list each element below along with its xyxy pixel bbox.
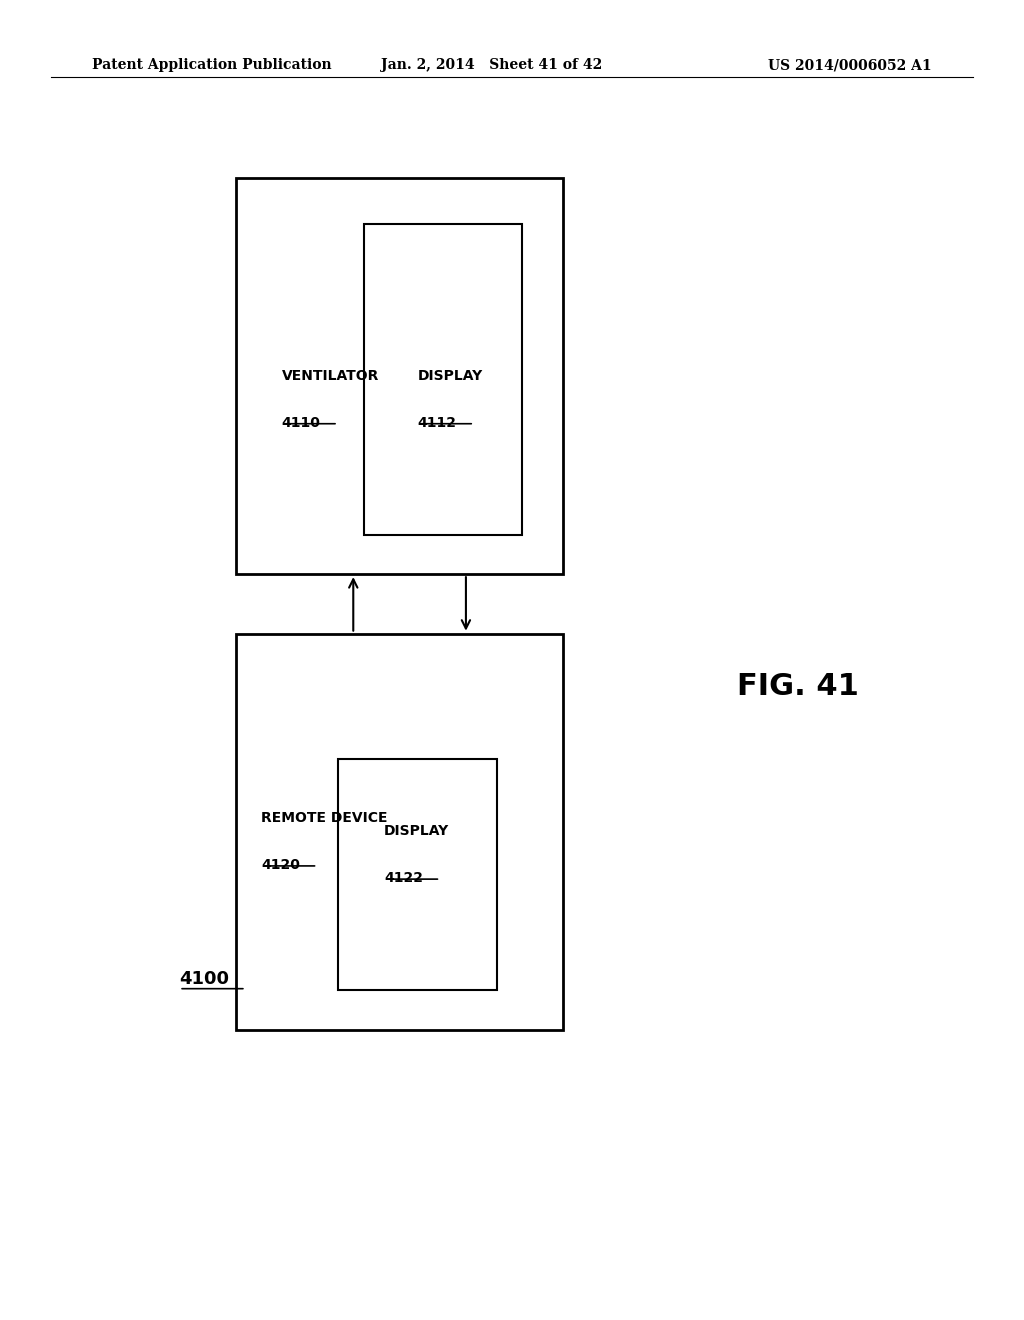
- FancyBboxPatch shape: [236, 178, 563, 574]
- FancyBboxPatch shape: [364, 224, 522, 535]
- Text: 4122: 4122: [384, 871, 423, 886]
- Text: Jan. 2, 2014   Sheet 41 of 42: Jan. 2, 2014 Sheet 41 of 42: [381, 58, 602, 73]
- Text: 4120: 4120: [261, 858, 300, 873]
- Text: FIG. 41: FIG. 41: [737, 672, 859, 701]
- Text: DISPLAY: DISPLAY: [384, 824, 450, 838]
- FancyBboxPatch shape: [338, 759, 497, 990]
- Text: US 2014/0006052 A1: US 2014/0006052 A1: [768, 58, 932, 73]
- Text: 4110: 4110: [282, 416, 321, 430]
- Text: Patent Application Publication: Patent Application Publication: [92, 58, 332, 73]
- Text: 4112: 4112: [418, 416, 457, 430]
- Text: DISPLAY: DISPLAY: [418, 368, 483, 383]
- Text: VENTILATOR: VENTILATOR: [282, 368, 379, 383]
- FancyBboxPatch shape: [236, 634, 563, 1030]
- Text: 4100: 4100: [179, 970, 229, 989]
- Text: REMOTE DEVICE: REMOTE DEVICE: [261, 810, 388, 825]
